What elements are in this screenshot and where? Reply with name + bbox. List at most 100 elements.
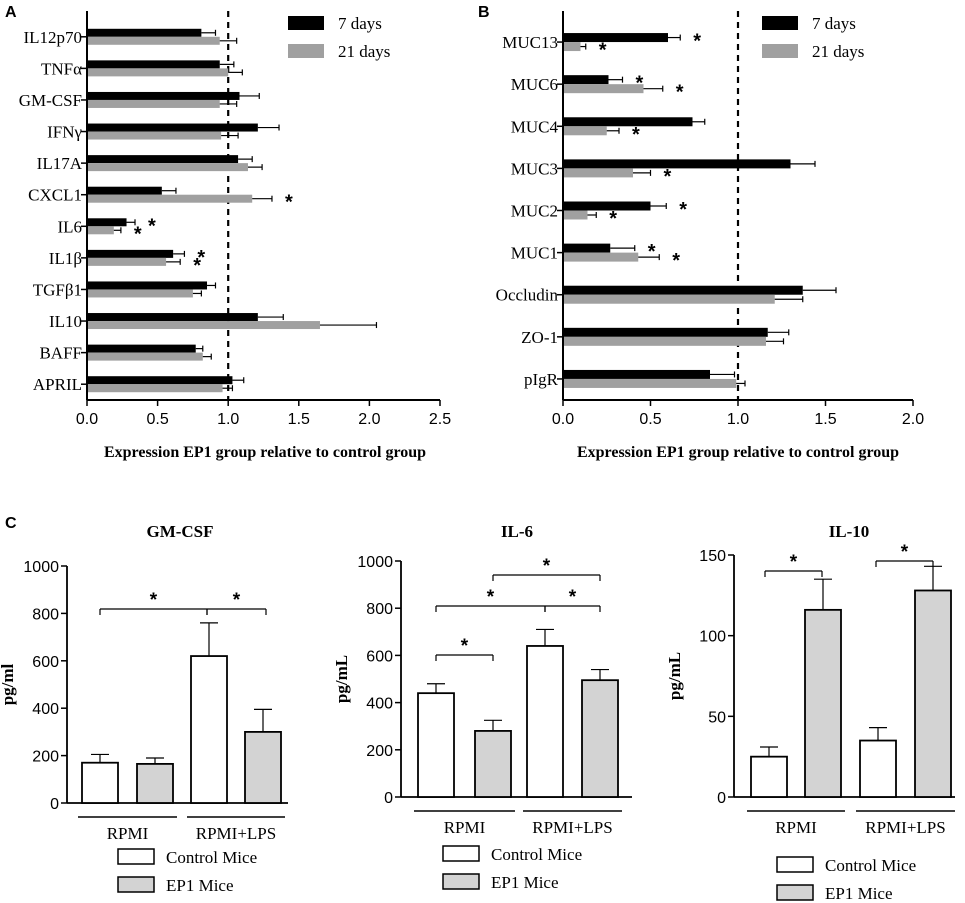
- legend-swatch: [762, 16, 798, 30]
- bar: [859, 739, 897, 798]
- bar: [81, 761, 119, 804]
- category-label: MUC2: [511, 202, 558, 221]
- y-tick-label: 0: [384, 790, 393, 807]
- bar: [563, 252, 639, 262]
- bar: [563, 201, 651, 211]
- legend-swatch: [776, 884, 814, 901]
- x-tick-label: 1.5: [814, 411, 836, 428]
- bar: [563, 378, 737, 388]
- category-label: Occludin: [496, 286, 559, 305]
- y-tick-label: 150: [699, 548, 726, 565]
- y-tick-label: 1000: [23, 559, 59, 576]
- category-label: IL12p70: [23, 28, 82, 47]
- bar: [87, 226, 114, 235]
- legend-label: Control Mice: [825, 856, 916, 875]
- y-tick-label: 600: [366, 648, 393, 665]
- x-tick-label: 2.0: [902, 411, 924, 428]
- significance-star: *: [569, 587, 577, 608]
- bar: [87, 281, 208, 290]
- bar: [87, 384, 223, 393]
- legend-label: Control Mice: [491, 845, 582, 864]
- bar: [87, 376, 233, 385]
- x-tick-label: 2.0: [358, 411, 380, 428]
- y-tick-label: 100: [699, 629, 726, 646]
- y-tick-label: 400: [32, 701, 59, 718]
- category-label: MUC13: [502, 33, 558, 52]
- y-tick-label: 0: [50, 796, 59, 813]
- legend-swatch: [288, 44, 324, 58]
- bar: [474, 730, 512, 798]
- category-label: IL17A: [37, 154, 83, 173]
- x-tick-label: 0.5: [639, 411, 661, 428]
- bar: [581, 679, 619, 798]
- significance-star: *: [693, 31, 701, 53]
- category-label: TGFβ1: [33, 280, 82, 299]
- y-axis-label: pg/mL: [665, 652, 684, 700]
- legend-swatch: [776, 856, 814, 873]
- bar: [244, 731, 282, 804]
- y-tick-label: 600: [32, 654, 59, 671]
- category-label: IFNγ: [47, 123, 82, 142]
- x-tick-label: 0.0: [552, 411, 574, 428]
- significance-star: *: [150, 590, 158, 611]
- category-label: GM-CSF: [19, 91, 82, 110]
- bar: [87, 352, 203, 361]
- significance-star: *: [901, 542, 909, 563]
- x-tick-label: 2.5: [429, 411, 451, 428]
- bar: [563, 285, 803, 295]
- bar: [87, 99, 220, 108]
- chart-b: MUC13 * * MUC6 * * MUC4 * MUC3 * MUC2 * * MUC1 * * Occlu…: [496, 11, 924, 461]
- category-label: MUC6: [511, 75, 558, 94]
- bar: [87, 28, 202, 37]
- chart-title: GM-CSF: [146, 522, 213, 541]
- legend-label: EP1 Mice: [825, 884, 893, 903]
- significance-star: *: [233, 590, 241, 611]
- significance-star: *: [790, 552, 798, 573]
- category-label: TNFα: [41, 59, 82, 78]
- y-tick-label: 50: [708, 709, 726, 726]
- category-label: MUC1: [511, 244, 558, 263]
- bar: [563, 168, 633, 178]
- bar: [87, 91, 240, 100]
- chart-title: IL-6: [501, 522, 533, 541]
- legend-label: 7 days: [338, 14, 382, 33]
- y-tick-label: 1000: [357, 554, 393, 571]
- significance-star: *: [636, 73, 644, 95]
- significance-star: *: [609, 208, 617, 230]
- chart-gm-csf: GM-CSF pg/ml 0 200 400 600 800 1000 RPMI RPMI+LPS…: [0, 522, 288, 895]
- legend-swatch: [442, 873, 480, 890]
- significance-star: *: [679, 199, 687, 221]
- panel-label-c: C: [5, 515, 17, 532]
- bar: [563, 369, 710, 379]
- bar: [563, 327, 768, 337]
- y-axis-label: pg/mL: [332, 655, 351, 703]
- bar: [750, 755, 788, 798]
- bar: [190, 655, 228, 804]
- legend-swatch: [117, 876, 155, 893]
- y-tick-label: 400: [366, 696, 393, 713]
- legend-swatch: [117, 848, 155, 865]
- legend-label: EP1 Mice: [166, 876, 234, 895]
- bar: [526, 645, 564, 798]
- significance-star: *: [461, 636, 469, 657]
- x-tick-label: 1.5: [288, 411, 310, 428]
- category-label: pIgR: [524, 370, 559, 389]
- bar: [87, 155, 239, 164]
- bar: [563, 336, 766, 346]
- category-label: IL1β: [49, 249, 82, 268]
- significance-star: *: [148, 215, 156, 237]
- x-tick-label: 0.0: [76, 411, 98, 428]
- bar: [87, 36, 220, 45]
- significance-star: *: [632, 124, 640, 146]
- group-label: RPMI: [775, 818, 817, 837]
- bar: [563, 84, 644, 94]
- significance-star: *: [676, 82, 684, 104]
- significance-star: *: [599, 40, 607, 62]
- x-tick-label: 1.0: [217, 411, 239, 428]
- bar: [563, 294, 775, 304]
- chart-il-6: IL-6 pg/mL 0 200 400 600 800 1000 RPMI RPMI+LPS * *…: [332, 522, 632, 892]
- significance-star: *: [487, 587, 495, 608]
- category-label: APRIL: [33, 375, 82, 394]
